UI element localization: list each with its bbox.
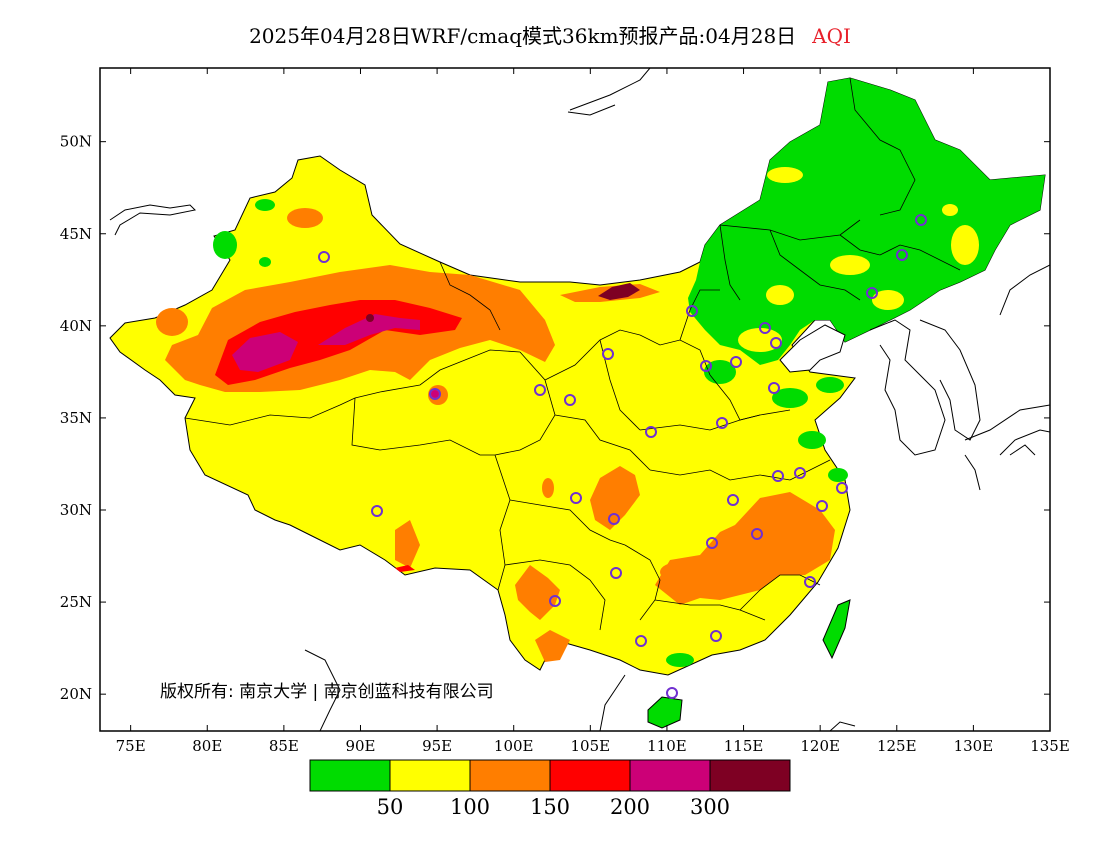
x-tick-label: 105E: [571, 737, 611, 755]
x-tick-label: 85E: [269, 737, 299, 755]
x-tick-label: 75E: [116, 737, 146, 755]
map-content: 版权所有: 南京大学 | 南京创蓝科技有限公司: [109, 68, 1050, 731]
x-tick-label: 90E: [345, 737, 375, 755]
title-main: 2025年04月28日WRF/cmaq模式36km预报产品:04月28日: [249, 24, 797, 48]
legend-swatch: [709, 759, 791, 792]
map-frame: [99, 67, 1051, 732]
orange-sichuan: [590, 466, 640, 530]
green-northeast: [688, 78, 1045, 365]
y-tick-label: 50N: [60, 133, 92, 151]
y-tick-label: 35N: [60, 409, 92, 427]
legend-swatch: [629, 759, 711, 792]
x-tick-label: 120E: [800, 737, 840, 755]
x-tick-label: 135E: [1030, 737, 1070, 755]
hainan-island: [647, 696, 683, 729]
province-boundaries: [184, 77, 961, 631]
purple-tarim: [232, 332, 298, 372]
y-tick-label: 40N: [60, 317, 92, 335]
x-tick-label: 80E: [192, 737, 222, 755]
legend-break-label: 100: [450, 795, 490, 819]
x-tick-label: 110E: [647, 737, 687, 755]
y-tick-label: 20N: [60, 685, 92, 703]
y-axis: 20N 25N 30N 35N 40N 45N 50N: [60, 133, 1050, 703]
legend-swatch: [549, 759, 631, 792]
y-tick-label: 25N: [60, 593, 92, 611]
aqi-legend: 50 100 150 200 300: [309, 759, 791, 819]
x-tick-label: 95E: [422, 737, 452, 755]
legend-break-label: 50: [377, 795, 404, 819]
bohai-sea: [779, 324, 846, 373]
x-tick-label: 130E: [954, 737, 994, 755]
x-axis: 75E 80E 85E 90E 95E 100E 105E 110E 115E 120E 125E 1…: [116, 68, 1070, 755]
map-title: 2025年04月28日WRF/cmaq模式36km预报产品:04月28日 AQI: [0, 20, 1100, 49]
x-tick-label: 125E: [877, 737, 917, 755]
neighbor-outlines: [109, 68, 1050, 731]
taiwan-island: [822, 599, 851, 660]
copyright-text: 版权所有: 南京大学 | 南京创蓝科技有限公司: [160, 682, 494, 702]
title-variable: AQI: [812, 24, 851, 48]
legend-break-label: 200: [610, 795, 650, 819]
legend-swatch: [469, 759, 551, 792]
maroon-peak: [598, 283, 640, 300]
y-tick-label: 30N: [60, 501, 92, 519]
x-tick-label: 100E: [494, 737, 534, 755]
x-tick-label: 115E: [724, 737, 764, 755]
y-tick-label: 45N: [60, 225, 92, 243]
legend-break-label: 150: [530, 795, 570, 819]
legend-break-label: 300: [690, 795, 730, 819]
legend-swatch: [389, 759, 471, 792]
legend-swatch: [309, 759, 391, 792]
orange-hunan-jiangxi: [655, 492, 835, 605]
station-markers: [318, 214, 927, 699]
